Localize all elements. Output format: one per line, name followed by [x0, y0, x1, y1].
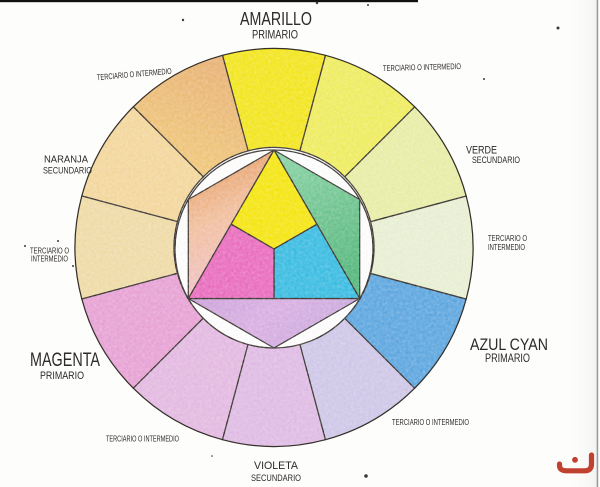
- svg-text:TERCIARIO O INTERMEDIO: TERCIARIO O INTERMEDIO: [392, 417, 469, 427]
- svg-text:SECUNDARIO: SECUNDARIO: [472, 155, 520, 165]
- svg-text:INTERMEDIO: INTERMEDIO: [31, 254, 68, 264]
- svg-text:PRIMARIO: PRIMARIO: [252, 29, 298, 41]
- svg-text:SECUNDARIO: SECUNDARIO: [251, 473, 301, 483]
- svg-text:TERCIARIO O: TERCIARIO O: [488, 233, 527, 243]
- svg-text:AZUL CYAN: AZUL CYAN: [470, 335, 548, 354]
- svg-text:TERCIARIO O INTERMEDIO: TERCIARIO O INTERMEDIO: [106, 434, 179, 444]
- svg-text:VIOLETA: VIOLETA: [254, 460, 299, 472]
- svg-text:TERCIARIO O INTERMEDIO: TERCIARIO O INTERMEDIO: [383, 61, 462, 73]
- svg-text:NARANJA: NARANJA: [44, 155, 88, 166]
- svg-text:AMARILLO: AMARILLO: [240, 8, 312, 29]
- svg-text:MAGENTA: MAGENTA: [30, 350, 100, 371]
- svg-text:SECUNDARIO: SECUNDARIO: [43, 166, 92, 176]
- svg-text:INTERMEDIO: INTERMEDIO: [488, 242, 525, 252]
- svg-text:PRIMARIO: PRIMARIO: [40, 370, 84, 382]
- svg-text:PRIMARIO: PRIMARIO: [485, 353, 530, 365]
- svg-text:TERCIARIO O: TERCIARIO O: [30, 245, 69, 255]
- svg-text:VERDE: VERDE: [466, 145, 497, 157]
